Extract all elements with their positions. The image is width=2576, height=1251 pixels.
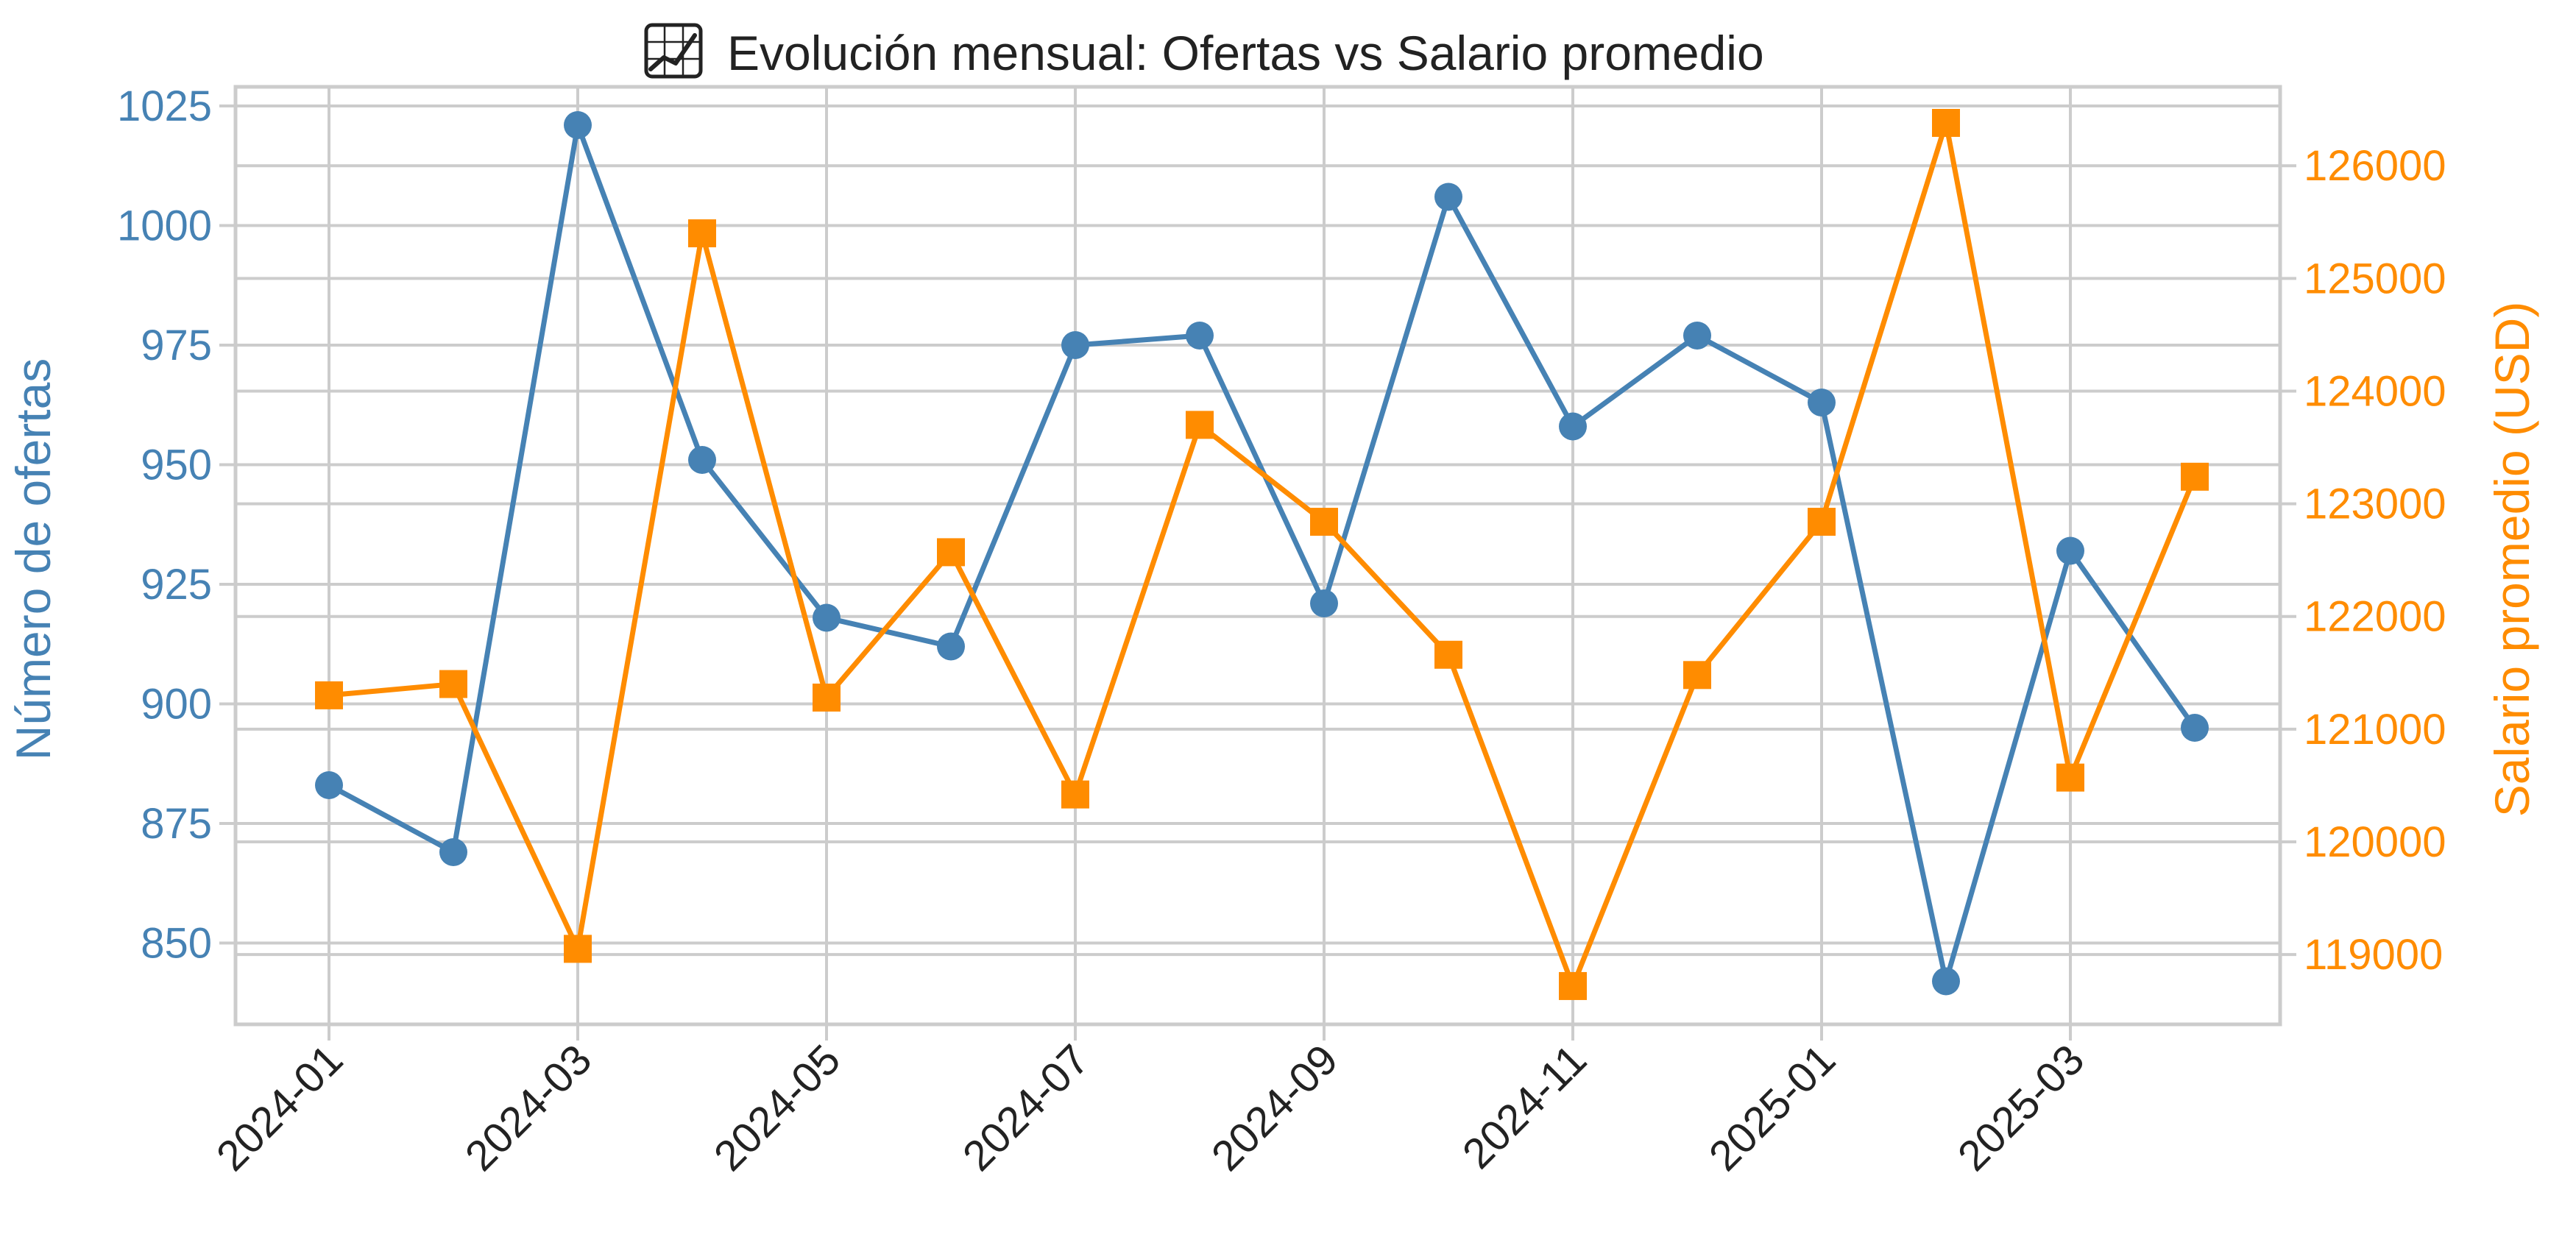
- right-y-axis: 119000 120000 121000 122000 123000 124000 1250…: [2280, 142, 2446, 979]
- right-y-axis-label: Salario promedio (USD): [2485, 302, 2539, 818]
- plot-frame-rect: [233, 85, 2282, 1027]
- ofertas-point: [1932, 967, 1960, 996]
- left-y-tick-label: 875: [141, 800, 212, 848]
- salario-point: [813, 683, 841, 712]
- salario-point: [1683, 661, 1711, 690]
- x-tick-label: 2024-05: [705, 1035, 849, 1180]
- salario-point: [1186, 411, 1214, 439]
- x-axis: 2024-01 2024-03 2024-05 2024-07 2024-09 2024-…: [208, 1024, 2093, 1180]
- left-y-tick-label: 950: [141, 442, 212, 489]
- ofertas-point: [688, 446, 716, 474]
- ofertas-line: [326, 122, 2198, 984]
- x-tick-label: 2024-01: [208, 1035, 352, 1180]
- right-y-tick-label: 124000: [2304, 367, 2446, 415]
- salario-line: [326, 120, 2198, 989]
- salario-point: [2056, 763, 2084, 792]
- ofertas-point: [1310, 589, 1338, 617]
- salario-point: [937, 538, 965, 567]
- ofertas-point: [1434, 182, 1462, 211]
- salario-series: [315, 109, 2209, 1000]
- salario-point: [1932, 109, 1960, 137]
- salario-point: [439, 670, 467, 698]
- ofertas-point: [813, 603, 841, 632]
- ofertas-point: [2056, 536, 2084, 565]
- ofertas-point: [1683, 322, 1711, 350]
- salario-point: [564, 935, 592, 963]
- ofertas-point: [564, 111, 592, 139]
- series-layer: [315, 109, 2209, 1000]
- x-tick-label: 2024-09: [1203, 1035, 1347, 1180]
- salario-point: [1808, 508, 1836, 536]
- ofertas-point: [937, 632, 965, 661]
- right-y-tick-label: 123000: [2304, 481, 2446, 528]
- grid-lines: [236, 87, 2280, 1024]
- salario-point: [2181, 462, 2209, 491]
- right-y-tick-label: 122000: [2304, 593, 2446, 641]
- salario-point: [1434, 640, 1462, 669]
- x-tick-label: 2024-03: [456, 1035, 601, 1180]
- right-y-tick-label: 121000: [2304, 706, 2446, 754]
- left-y-tick-label: 1025: [117, 82, 212, 130]
- salario-point: [688, 219, 716, 248]
- plot-frame: [233, 85, 2282, 1027]
- ofertas-series: [315, 111, 2209, 996]
- right-y-tick-label: 126000: [2304, 142, 2446, 190]
- ofertas-point: [2181, 714, 2209, 742]
- ofertas-point: [1186, 322, 1214, 350]
- left-y-axis-label: Número de ofertas: [6, 358, 60, 761]
- x-tick-label: 2025-03: [1949, 1035, 2093, 1180]
- chart-title-group: Evolución mensual: Ofertas vs Salario pr…: [644, 23, 1764, 80]
- ofertas-point: [315, 771, 343, 799]
- right-y-tick-label: 125000: [2304, 255, 2446, 302]
- right-y-tick-label: 120000: [2304, 818, 2446, 866]
- left-y-tick-label: 925: [141, 561, 212, 609]
- left-y-tick-label: 1000: [117, 202, 212, 250]
- x-tick-label: 2024-11: [1454, 1035, 1596, 1177]
- left-y-tick-label: 850: [141, 920, 212, 968]
- left-y-tick-label: 900: [141, 681, 212, 729]
- chart-increasing-icon: [644, 23, 703, 79]
- left-y-axis: 850 875 900 925 950 975 1000 1025: [117, 82, 236, 968]
- salario-point: [1559, 971, 1587, 1000]
- salario-point: [1310, 508, 1338, 536]
- x-tick-label: 2025-01: [1700, 1035, 1844, 1180]
- right-y-tick-label: 119000: [2304, 931, 2443, 979]
- x-tick-label: 2024-07: [954, 1035, 1098, 1180]
- ofertas-point: [1061, 331, 1089, 359]
- ofertas-point: [439, 838, 467, 866]
- salario-point: [1061, 780, 1089, 809]
- ofertas-point: [1808, 389, 1836, 417]
- left-y-tick-label: 975: [141, 322, 212, 369]
- ofertas-point: [1559, 412, 1587, 441]
- chart-title: Evolución mensual: Ofertas vs Salario pr…: [727, 26, 1764, 80]
- salario-point: [315, 681, 343, 709]
